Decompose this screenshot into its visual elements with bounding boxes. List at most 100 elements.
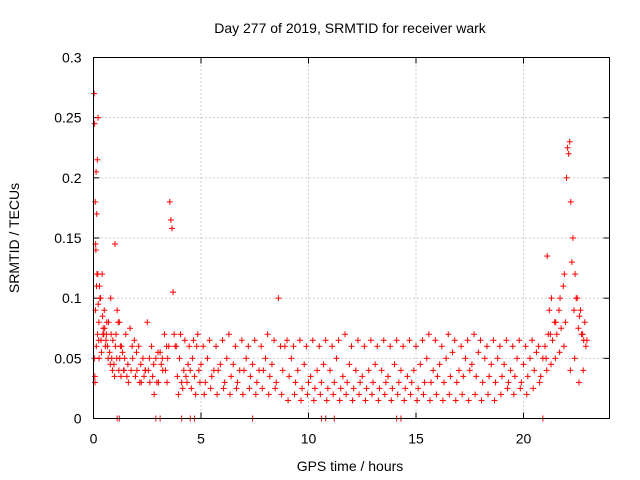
data-point [330, 391, 337, 398]
data-point [273, 379, 280, 386]
data-point [290, 343, 297, 350]
data-point [415, 385, 422, 392]
data-point [249, 361, 256, 368]
data-point [133, 367, 140, 374]
x-tick-label: 0 [90, 431, 98, 447]
x-tick-labels: 0 5 10 15 20 [90, 431, 532, 447]
data-point [569, 235, 576, 241]
y-tick-label: 0 [74, 411, 82, 427]
data-point [96, 355, 103, 362]
data-point [548, 361, 555, 368]
data-point [375, 397, 382, 404]
data-point [385, 373, 392, 380]
data-point [109, 337, 116, 344]
data-point [575, 325, 582, 332]
data-point [387, 343, 394, 350]
data-point [141, 373, 148, 380]
data-point [560, 343, 567, 350]
y-tick-label: 0.3 [62, 50, 82, 66]
data-point [395, 379, 402, 386]
y-tick-label: 0.25 [54, 110, 81, 126]
data-point [459, 391, 466, 398]
data-point [488, 361, 495, 368]
data-point [164, 379, 171, 386]
data-point [402, 385, 409, 392]
data-point [128, 367, 135, 374]
data-point [142, 367, 149, 374]
data-point [112, 343, 119, 350]
y-tick-label: 0.15 [54, 230, 81, 246]
data-point [475, 349, 482, 356]
data-point [246, 385, 253, 392]
data-point [243, 355, 250, 362]
data-point [552, 355, 559, 362]
data-point [446, 391, 453, 398]
data-point [557, 295, 564, 302]
data-point [564, 144, 571, 151]
data-point [342, 331, 349, 338]
data-point [193, 343, 200, 350]
data-point [151, 391, 158, 398]
data-point [292, 379, 299, 386]
data-point [127, 325, 134, 332]
data-point [228, 373, 235, 380]
x-tick-label: 5 [197, 431, 205, 447]
data-point [543, 367, 550, 374]
data-point [174, 373, 181, 380]
x-tick-label: 20 [516, 431, 532, 447]
data-point [451, 337, 458, 344]
data-point [449, 349, 456, 356]
data-point [346, 361, 353, 368]
data-point [131, 337, 138, 344]
data-point [544, 253, 551, 260]
data-point [439, 397, 446, 404]
data-point [344, 379, 351, 386]
data-point [95, 337, 102, 344]
data-point [497, 391, 504, 398]
data-point [318, 379, 325, 386]
data-point [219, 337, 226, 344]
data-point [245, 343, 252, 350]
data-point [374, 343, 381, 350]
data-point [252, 391, 259, 398]
data-point [526, 355, 533, 362]
data-point [536, 379, 543, 386]
y-tick-labels: 0 0.05 0.1 0.15 0.2 0.25 0.3 [54, 50, 81, 427]
data-point [272, 385, 279, 392]
data-point [93, 271, 100, 278]
data-point [184, 379, 191, 386]
data-point [562, 319, 569, 326]
data-point [91, 90, 98, 97]
data-point [333, 355, 340, 362]
data-point [291, 391, 298, 398]
data-point [107, 295, 114, 302]
data-point [568, 259, 575, 266]
data-point [401, 397, 408, 404]
data-point [163, 343, 170, 350]
data-point [148, 343, 155, 350]
data-point [97, 295, 104, 302]
data-point [372, 361, 379, 368]
data-point [196, 379, 203, 386]
data-point [462, 355, 469, 362]
data-point [393, 337, 400, 344]
data-point [204, 355, 211, 362]
data-point [118, 373, 125, 380]
data-point [361, 343, 368, 350]
data-point [166, 198, 173, 205]
data-point [478, 397, 485, 404]
data-point [119, 349, 126, 356]
data-point [537, 373, 544, 380]
data-point [121, 367, 128, 374]
data-point [247, 373, 254, 380]
data-point [146, 379, 153, 386]
data-point [309, 337, 316, 344]
data-point [380, 337, 387, 344]
data-point [434, 373, 441, 380]
data-point [129, 355, 136, 362]
data-points [91, 90, 590, 422]
data-point [582, 343, 589, 350]
data-point [583, 337, 590, 344]
data-point [426, 397, 433, 404]
data-point [494, 355, 501, 362]
